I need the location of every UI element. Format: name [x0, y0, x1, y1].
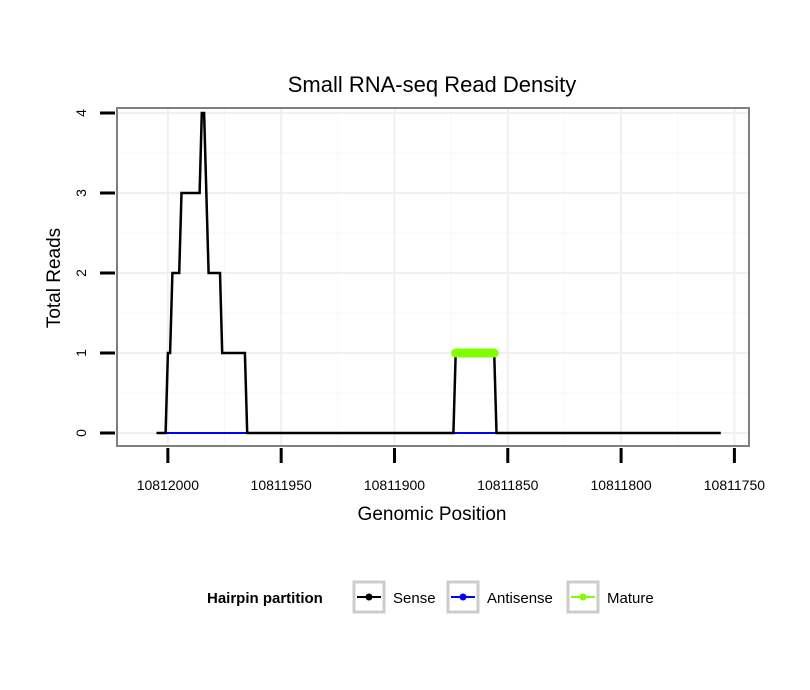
legend-key-point-sense	[365, 593, 373, 601]
y-tick-label: 3	[73, 189, 89, 197]
x-tick-label: 10812000	[137, 477, 200, 493]
y-axis-title: Total Reads	[44, 228, 65, 328]
y-tick-label: 0	[73, 429, 89, 437]
axis-ticks: 10812000 10811950 10811900 10811850 10811800…	[73, 109, 765, 493]
legend-key-point-mature	[579, 593, 587, 601]
series-line-sense	[156, 111, 721, 435]
legend-label-antisense: Antisense	[487, 590, 553, 607]
x-axis-title: Genomic Position	[358, 504, 507, 525]
x-tick-label: 10811800	[590, 477, 651, 493]
legend-title: Hairpin partition	[207, 590, 323, 607]
legend-label-sense: Sense	[393, 590, 436, 607]
x-tick-label: 10811850	[477, 477, 538, 493]
chart-title: Small RNA-seq Read Density	[288, 72, 577, 97]
x-tick-label: 10811900	[364, 477, 425, 493]
grid-lines	[118, 109, 748, 445]
y-tick-label: 2	[73, 269, 89, 277]
legend-key-point-antisense	[459, 593, 467, 601]
y-tick-label: 1	[73, 349, 89, 357]
legend-label-mature: Mature	[607, 590, 654, 607]
series-layer	[156, 111, 721, 435]
x-tick-label: 10811750	[704, 477, 765, 493]
legend: Hairpin partition Sense Antisense Mature	[207, 580, 654, 614]
y-tick-label: 4	[73, 109, 89, 117]
x-tick-label: 10811950	[251, 477, 312, 493]
plot-panel-border	[116, 107, 750, 447]
